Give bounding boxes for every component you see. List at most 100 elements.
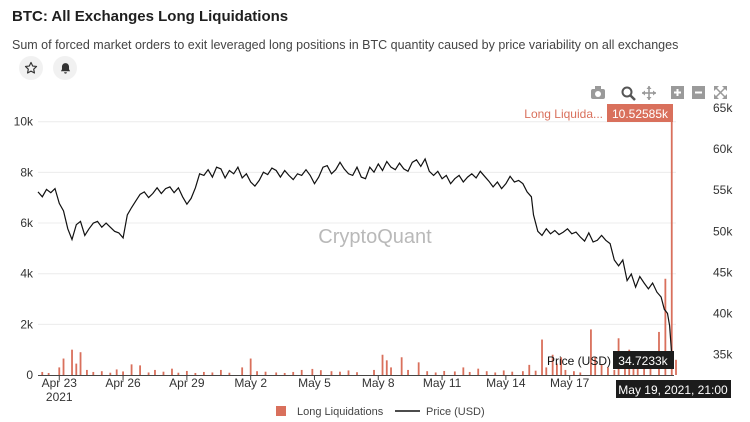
liquidation-tooltip: Long Liquida... 10.52585k (524, 104, 673, 122)
y-left-tick-label: 6k (20, 216, 34, 230)
tooltip-liq-box (607, 104, 673, 122)
liquidation-bar (551, 354, 554, 375)
date-tooltip: May 19, 2021, 21:00 (616, 380, 731, 398)
liquidation-bar (185, 370, 188, 375)
liquidation-bar (594, 357, 597, 375)
liquidation-bar (573, 371, 575, 375)
reset-axes-icon[interactable] (714, 86, 727, 99)
tooltip-liq-name: Long Liquida... (524, 107, 603, 121)
star-button[interactable] (19, 56, 43, 80)
alert-button[interactable] (53, 56, 77, 80)
watermark: CryptoQuant (318, 226, 432, 248)
camera-icon[interactable] (591, 86, 605, 99)
liquidation-bar (468, 371, 471, 375)
liquidation-bar (264, 371, 267, 375)
y-axis-left: 0 2k 4k 6k 8k 10k (14, 115, 34, 382)
liquidation-bar (115, 369, 118, 375)
x-tick-label: May 11 (423, 376, 462, 390)
y-left-tick-label: 2k (20, 317, 34, 331)
liquidation-bar (477, 368, 480, 375)
x-tick-label: May 2 (234, 376, 267, 390)
liquidation-bar (502, 370, 505, 375)
chart-title: BTC: All Exchanges Long Liquidations (12, 8, 289, 25)
liquidation-bar (47, 372, 50, 375)
liquidation-bar (545, 367, 548, 375)
liquidation-bar (202, 371, 205, 375)
legend-item-price[interactable]: Price (USD) (426, 406, 485, 418)
liquidation-bar (541, 339, 543, 375)
liquidation-bar (194, 372, 197, 375)
x-tick-label: Apr 26 (105, 376, 141, 390)
liquidation-bar (462, 367, 465, 375)
liquidation-bar (75, 363, 78, 375)
star-icon (24, 61, 38, 74)
legend-bar-swatch (276, 406, 286, 416)
liquidation-bar (147, 372, 150, 375)
liquidation-bar (560, 357, 563, 375)
x-tick-label: May 5 (298, 376, 331, 390)
liquidation-bar (292, 371, 295, 375)
legend-item-liquidations[interactable]: Long Liquidations (297, 406, 384, 418)
liquidation-bar (613, 369, 616, 375)
liquidation-bar (171, 368, 173, 375)
liquidation-bar (564, 369, 567, 375)
liquidation-bar (319, 370, 322, 375)
tooltip-liq-value: 10.52585k (612, 107, 669, 121)
liquidation-bar (632, 368, 635, 375)
liquidation-bar (511, 371, 514, 375)
liquidation-bar (600, 364, 603, 375)
modebar (591, 86, 727, 101)
liquidation-bar (607, 367, 609, 375)
liquidation-bar (92, 371, 95, 375)
price-line (37, 157, 674, 357)
liquidation-bar (177, 372, 180, 375)
liquidation-bar (528, 364, 531, 375)
liquidation-bar (521, 371, 524, 375)
liquidation-bar (283, 372, 286, 375)
chart-subtitle: Sum of forced market orders to exit leve… (12, 38, 679, 52)
liquidation-bar (275, 372, 278, 375)
tooltip-price-box (613, 351, 674, 369)
x-tick-label: May 8 (362, 376, 395, 390)
zoom-icon[interactable] (621, 86, 636, 101)
zoom-out-icon[interactable] (692, 86, 705, 99)
pan-icon[interactable] (642, 86, 656, 100)
liquidation-bar (86, 369, 88, 375)
liquidation-bar (100, 371, 103, 375)
tooltip-date-value: May 19, 2021, 21:00 (618, 383, 728, 397)
price-tooltip: Price (USD) 34.7233k (547, 351, 674, 369)
x-tick-label: Apr 23 (42, 376, 78, 390)
liquidation-bar (426, 371, 429, 375)
legend: Long Liquidations Price (USD) (276, 406, 485, 418)
y-left-tick-label: 10k (14, 115, 34, 129)
liquidation-bar (347, 370, 350, 375)
liquidation-bar (556, 363, 558, 375)
liquidation-bar (219, 369, 222, 375)
x-tick-year: 2021 (46, 390, 73, 404)
liquidation-bar (390, 367, 392, 375)
y-right-tick-label: 40k (713, 306, 733, 320)
liquidation-bar (400, 357, 403, 375)
liquidation-bar (643, 364, 645, 375)
liquidation-bar (381, 354, 384, 375)
y-right-tick-label: 45k (713, 265, 733, 279)
liquidation-bar (417, 362, 420, 375)
liquidation-bar (62, 358, 65, 375)
y-right-tick-label: 60k (713, 142, 733, 156)
y-right-tick-label: 65k (713, 101, 733, 115)
liquidation-bar (485, 371, 488, 375)
liquidation-bar (130, 364, 133, 375)
x-tick-label: May 14 (486, 376, 526, 390)
y-left-tick-label: 0 (26, 368, 33, 382)
liquidation-bar (590, 329, 592, 375)
tooltip-date-box (616, 380, 731, 398)
x-tick-label: May 17 (550, 376, 590, 390)
liquidation-bar (534, 370, 537, 375)
liquidation-bar (154, 369, 156, 375)
liquidation-bar (664, 278, 667, 375)
x-tick-label: Apr 29 (169, 376, 205, 390)
zoom-in-icon[interactable] (671, 86, 684, 99)
liquidation-bar (256, 371, 258, 375)
tooltip-price-name: Price (USD) (547, 354, 611, 368)
